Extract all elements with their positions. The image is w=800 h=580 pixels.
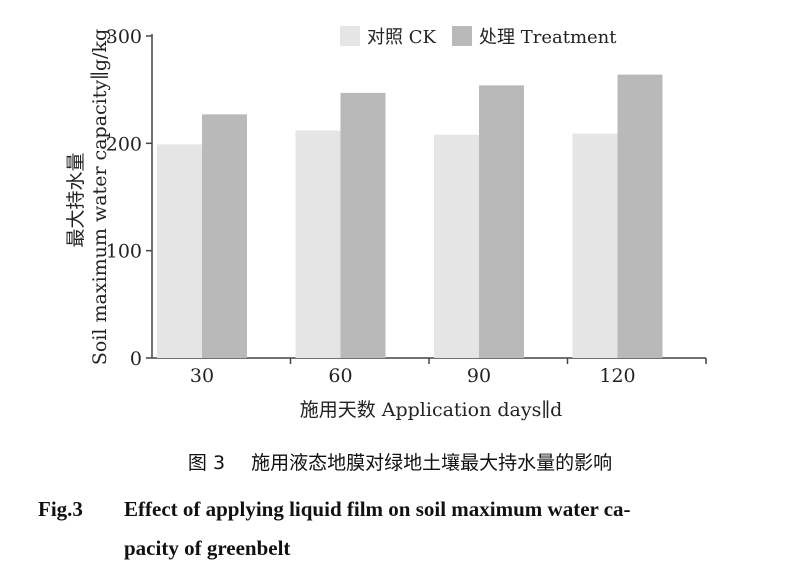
bar-treatment-120 [617, 74, 663, 358]
caption-cn-text: 施用液态地膜对绿地土壤最大持水量的影响 [251, 452, 613, 474]
legend-label-treatment: 处理 Treatment [479, 27, 617, 48]
caption-en-text-1: Effect of applying liquid film on soil m… [124, 497, 631, 521]
bar-treatment-90 [479, 85, 524, 358]
y-axis-label-en: Soil maximum water capacity∥g/kg [89, 29, 111, 365]
x-tick-label: 120 [599, 365, 635, 387]
chart-legend: 对照 CK 处理 Treatment [340, 26, 617, 48]
figure-caption-en: Fig.3 Effect of applying liquid film on s… [38, 490, 758, 568]
bar-ck-120 [572, 133, 618, 358]
x-tick-label: 60 [328, 365, 352, 387]
chart-ticks: 0 100 200 300 30 60 90 120 [106, 26, 707, 387]
y-tick-label: 200 [106, 133, 142, 155]
legend-label-ck: 对照 CK [367, 27, 436, 48]
caption-en-text-2: pacity of greenbelt [124, 535, 291, 560]
y-tick-label: 300 [106, 26, 142, 48]
caption-cn-label: 图 3 [187, 452, 226, 474]
figure-caption-cn: 图 3 施用液态地膜对绿地土壤最大持水量的影响 [0, 448, 800, 475]
caption-en-label: Fig.3 [38, 497, 83, 521]
y-axis-label-cn: 最大持水量 [65, 153, 87, 248]
bar-treatment-60 [340, 92, 386, 359]
bar-ck-60 [295, 130, 341, 358]
legend-swatch-ck [340, 26, 360, 46]
bar-chart: 0 100 200 300 30 60 90 120 对照 CK 处理 Treatment 施用… [65, 26, 707, 421]
bar-ck-30 [157, 144, 202, 358]
x-axis-label: 施用天数 Application days∥d [300, 399, 563, 421]
y-tick-label: 0 [130, 348, 142, 370]
bar-treatment-30 [202, 114, 247, 358]
y-tick-label: 100 [106, 241, 142, 263]
x-tick-label: 90 [467, 365, 491, 387]
chart-bars [157, 74, 663, 359]
x-tick-label: 30 [190, 365, 214, 387]
bar-ck-90 [434, 134, 479, 358]
legend-swatch-treatment [452, 26, 472, 46]
caption-en-line-1: Fig.3 Effect of applying liquid film on s… [38, 490, 758, 529]
y-axis-label: 最大持水量 Soil maximum water capacity∥g/kg [65, 29, 111, 365]
